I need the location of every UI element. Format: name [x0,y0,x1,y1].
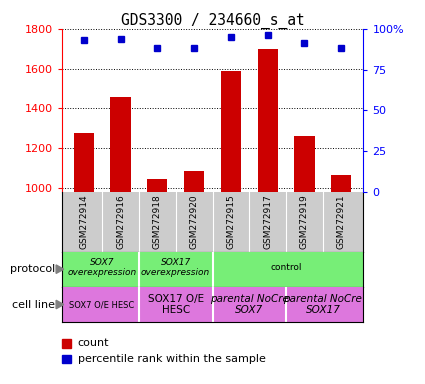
Text: SOX7 O/E HESC: SOX7 O/E HESC [69,300,135,309]
Bar [331,175,351,384]
Bar [221,71,241,384]
Text: GSM272920: GSM272920 [190,194,198,249]
Text: parental NoCre
SOX17: parental NoCre SOX17 [283,294,363,315]
Text: count: count [78,338,109,348]
Bar [74,133,94,384]
Text: GSM272917: GSM272917 [263,194,272,249]
Bar [110,98,130,384]
Text: GSM272919: GSM272919 [300,194,309,249]
Text: percentile rank within the sample: percentile rank within the sample [78,354,266,364]
Text: cell line: cell line [12,300,55,310]
Bar [184,171,204,384]
Text: SOX17 O/E
HESC: SOX17 O/E HESC [147,294,204,315]
Text: protocol: protocol [10,264,55,274]
Bar [147,179,167,384]
Text: GSM272918: GSM272918 [153,194,162,249]
Text: parental NoCre
SOX7: parental NoCre SOX7 [210,294,289,315]
Text: SOX17
overexpression: SOX17 overexpression [141,258,210,277]
Title: GDS3300 / 234660_s_at: GDS3300 / 234660_s_at [121,13,304,29]
Text: GSM272916: GSM272916 [116,194,125,249]
Text: GSM272914: GSM272914 [79,194,88,249]
Text: GSM272915: GSM272915 [227,194,235,249]
Bar [295,136,314,384]
Text: control: control [270,263,302,272]
Text: GSM272921: GSM272921 [337,194,346,249]
Text: SOX7
overexpression: SOX7 overexpression [68,258,137,277]
Bar [258,49,278,384]
